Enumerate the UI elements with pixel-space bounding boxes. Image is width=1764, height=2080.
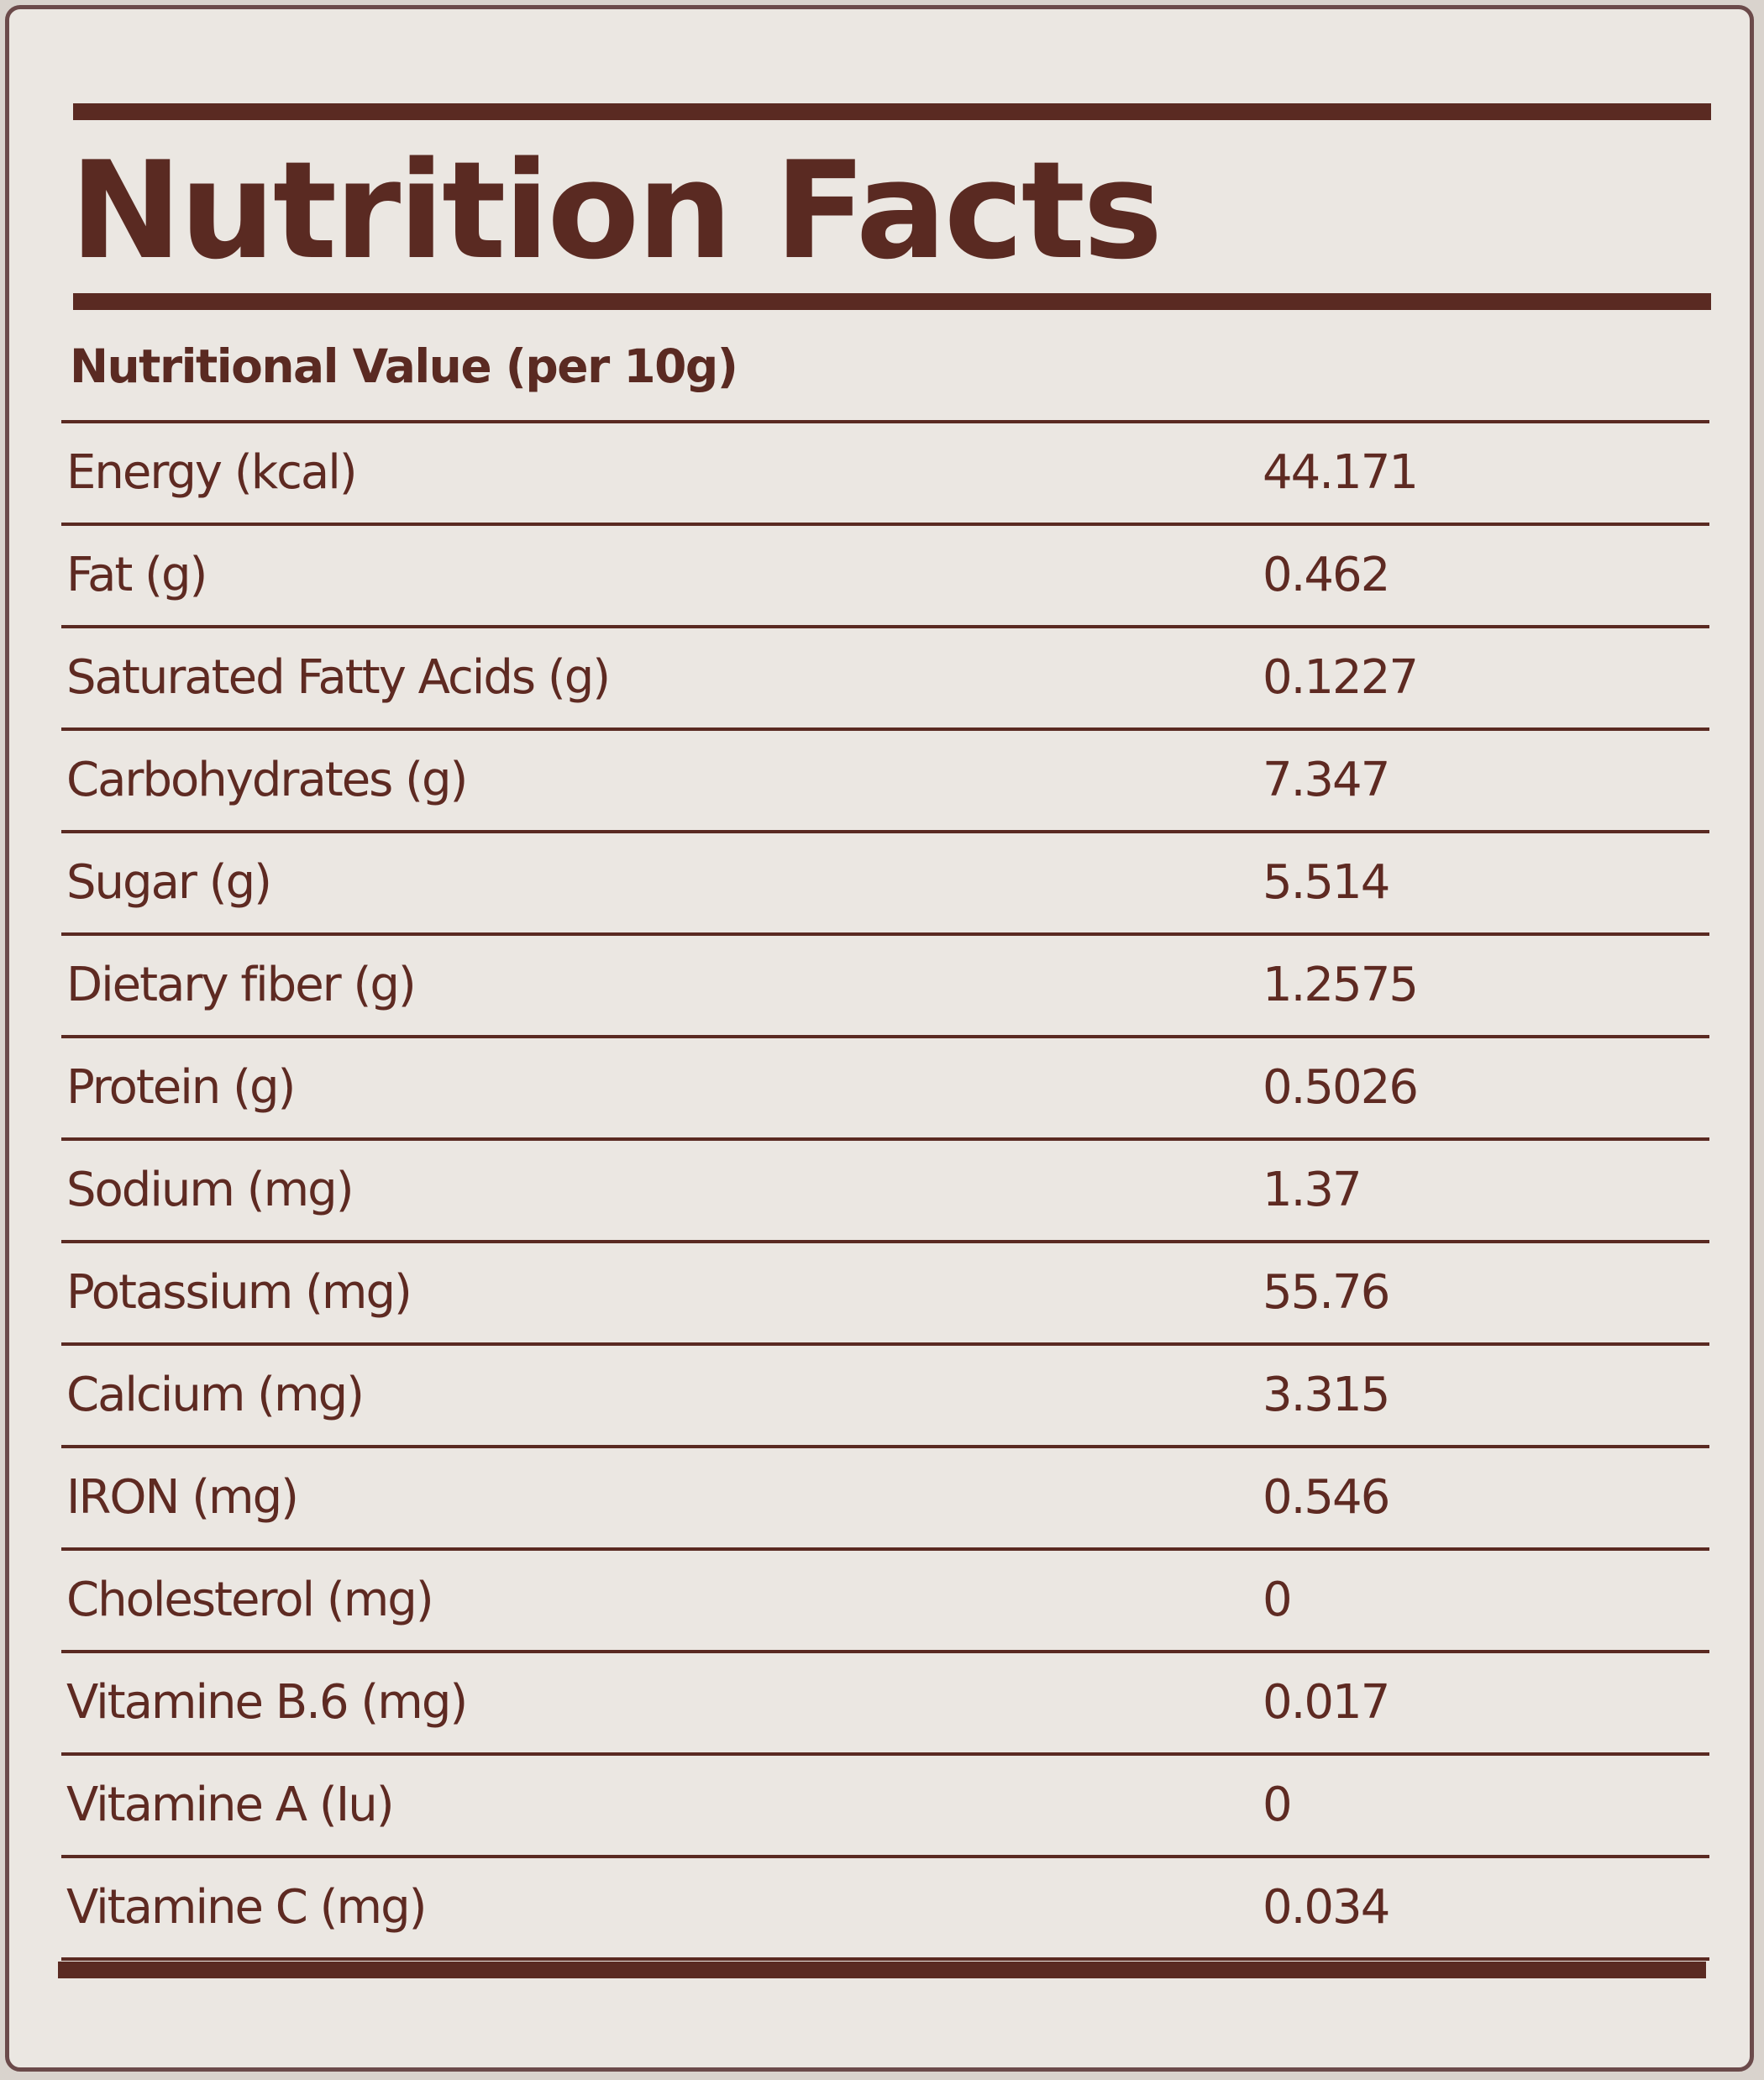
nutrient-row: Vitamine C (mg) 0.034 [61, 1855, 1709, 1957]
nutrient-row: Fat (g) 0.462 [61, 523, 1709, 625]
nutrient-name: Cholesterol (mg) [66, 1573, 434, 1627]
nutrient-name: Protein (g) [66, 1060, 296, 1115]
nutrient-row: Protein (g) 0.5026 [61, 1035, 1709, 1137]
nutrient-value: 3.315 [1263, 1368, 1390, 1422]
nutrient-row: Carbohydrates (g) 7.347 [61, 727, 1709, 830]
top-divider [73, 103, 1711, 120]
nutrient-row: IRON (mg) 0.546 [61, 1445, 1709, 1547]
nutrient-name: Dietary fiber (g) [66, 958, 417, 1012]
nutrient-name: Fat (g) [66, 548, 207, 602]
serving-subtitle: Nutritional Value (per 10g) [70, 339, 738, 393]
nutrient-value: 0.034 [1263, 1880, 1390, 1935]
nutrient-row: Potassium (mg) 55.76 [61, 1240, 1709, 1342]
nutrient-row: Cholesterol (mg) 0 [61, 1547, 1709, 1650]
nutrient-row: Sugar (g) 5.514 [61, 830, 1709, 932]
nutrient-name: Energy (kcal) [66, 445, 358, 500]
nutrient-name: Potassium (mg) [66, 1265, 412, 1320]
nutrient-value: 0 [1263, 1778, 1293, 1832]
nutrient-value: 7.347 [1263, 753, 1390, 807]
nutrient-row: Energy (kcal) 44.171 [61, 420, 1709, 523]
label-title: Nutrition Facts [70, 132, 1163, 289]
nutrient-value: 44.171 [1263, 445, 1419, 500]
nutrient-table: Energy (kcal) 44.171 Fat (g) 0.462 Satur… [61, 420, 1709, 1961]
nutrient-name: Vitamine B.6 (mg) [66, 1675, 468, 1730]
nutrient-row: Vitamine B.6 (mg) 0.017 [61, 1650, 1709, 1752]
nutrient-value: 0.5026 [1263, 1060, 1419, 1115]
nutrient-value: 0.546 [1263, 1470, 1390, 1525]
nutrient-row: Vitamine A (Iu) 0 [61, 1752, 1709, 1855]
nutrient-name: Sugar (g) [66, 855, 272, 910]
nutrient-value: 55.76 [1263, 1265, 1390, 1320]
nutrient-row: Dietary fiber (g) 1.2575 [61, 932, 1709, 1035]
nutrient-name: Vitamine C (mg) [66, 1880, 427, 1935]
nutrient-value: 0 [1263, 1573, 1293, 1627]
nutrient-row: Calcium (mg) 3.315 [61, 1342, 1709, 1445]
table-end-rule [61, 1957, 1709, 1961]
nutrient-value: 1.2575 [1263, 958, 1419, 1012]
nutrient-name: Saturated Fatty Acids (g) [66, 650, 611, 705]
nutrient-value: 5.514 [1263, 855, 1390, 910]
nutrition-label-panel: Nutrition Facts Nutritional Value (per 1… [5, 5, 1754, 2072]
nutrient-row: Saturated Fatty Acids (g) 0.1227 [61, 625, 1709, 727]
nutrient-value: 0.1227 [1263, 650, 1419, 705]
nutrient-name: Calcium (mg) [66, 1368, 365, 1422]
nutrient-name: Sodium (mg) [66, 1163, 354, 1217]
nutrient-name: Carbohydrates (g) [66, 753, 468, 807]
title-divider [73, 293, 1711, 310]
nutrient-row: Sodium (mg) 1.37 [61, 1137, 1709, 1240]
nutrient-name: Vitamine A (Iu) [66, 1778, 395, 1832]
nutrient-value: 0.017 [1263, 1675, 1390, 1730]
nutrient-name: IRON (mg) [66, 1470, 299, 1525]
nutrient-value: 0.462 [1263, 548, 1390, 602]
nutrient-value: 1.37 [1263, 1163, 1362, 1217]
bottom-divider [58, 1962, 1706, 1978]
